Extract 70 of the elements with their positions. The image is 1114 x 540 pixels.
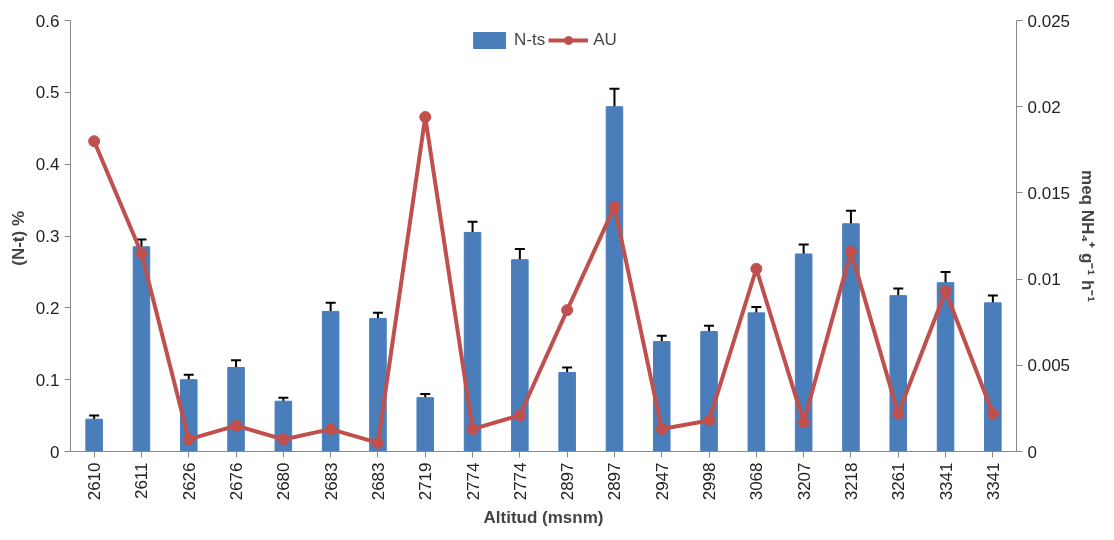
x-tick-label: 2626 [179,462,199,501]
y2-tick-label: 0.02 [1027,97,1061,117]
x-tick-label: 2676 [227,462,247,501]
x-tick-label: 3341 [936,462,956,501]
x-tick-label: 2947 [652,462,672,501]
y2-tick-label: 0.025 [1027,11,1071,31]
x-axis-title: Altitud (msnm) [483,508,604,528]
bar [463,231,482,452]
x-tick-label: 2897 [558,462,578,501]
y2-axis-title: meq NH₄⁺ g⁻¹ h⁻¹ [1078,170,1098,303]
y2-tick-label: 0.005 [1027,356,1071,376]
bar [936,282,955,452]
point [466,423,479,436]
x-tick-label: 2998 [700,462,720,501]
point [135,247,148,260]
y-tick-label: 0.3 [35,227,60,246]
y2-tick-label: 0.015 [1027,183,1071,203]
y-tick-label: 0.5 [35,83,60,103]
x-tick-label: 3218 [841,462,861,501]
point [608,200,621,213]
x-tick-label: 2774 [510,462,530,501]
point [182,433,195,446]
point [844,245,857,258]
x-tick-label: 2610 [85,462,105,501]
bar [842,223,860,452]
y2-tick-label: 0 [1027,442,1037,462]
bar [321,310,340,452]
x-tick-label: 2774 [463,462,483,501]
legend-label: AU [593,30,617,50]
point [797,416,810,429]
point [703,414,716,427]
point [88,135,101,148]
point [986,407,999,420]
legend-label: N-ts [514,30,546,50]
point [419,111,432,124]
y-tick-label: 0.6 [35,11,60,31]
bar [416,397,435,452]
point [939,285,952,298]
y-tick-label: 0.4 [35,155,60,175]
y2-tick-label: 0.01 [1027,270,1061,290]
bar [558,371,576,452]
point [324,423,337,436]
bar [747,312,766,452]
point [371,436,384,449]
x-tick-label: 3261 [889,462,909,501]
x-tick-label: 3207 [794,462,814,501]
point [561,304,574,317]
point [277,433,290,446]
point [513,409,526,422]
bar [984,302,1002,452]
y-tick-label: 0.1 [35,370,60,390]
y-axis-title: (N-t) % [8,210,28,266]
bar [511,259,529,452]
bar [132,246,151,452]
x-tick-label: 3341 [983,462,1003,501]
point [655,423,668,436]
x-tick-label: 2611 [132,462,152,500]
x-tick-label: 2680 [274,462,294,501]
x-tick-label: 2683 [368,462,388,501]
point [750,262,763,275]
bar [85,418,103,452]
x-tick-label: 3068 [747,462,767,501]
x-tick-label: 2719 [416,462,436,501]
x-tick-label: 2897 [605,462,625,501]
bar [794,253,813,452]
x-tick-label: 2683 [321,462,341,501]
bar [605,106,624,452]
y-tick-label: 0.2 [35,298,60,318]
y-tick-label: 0 [50,442,60,462]
point [230,419,243,432]
